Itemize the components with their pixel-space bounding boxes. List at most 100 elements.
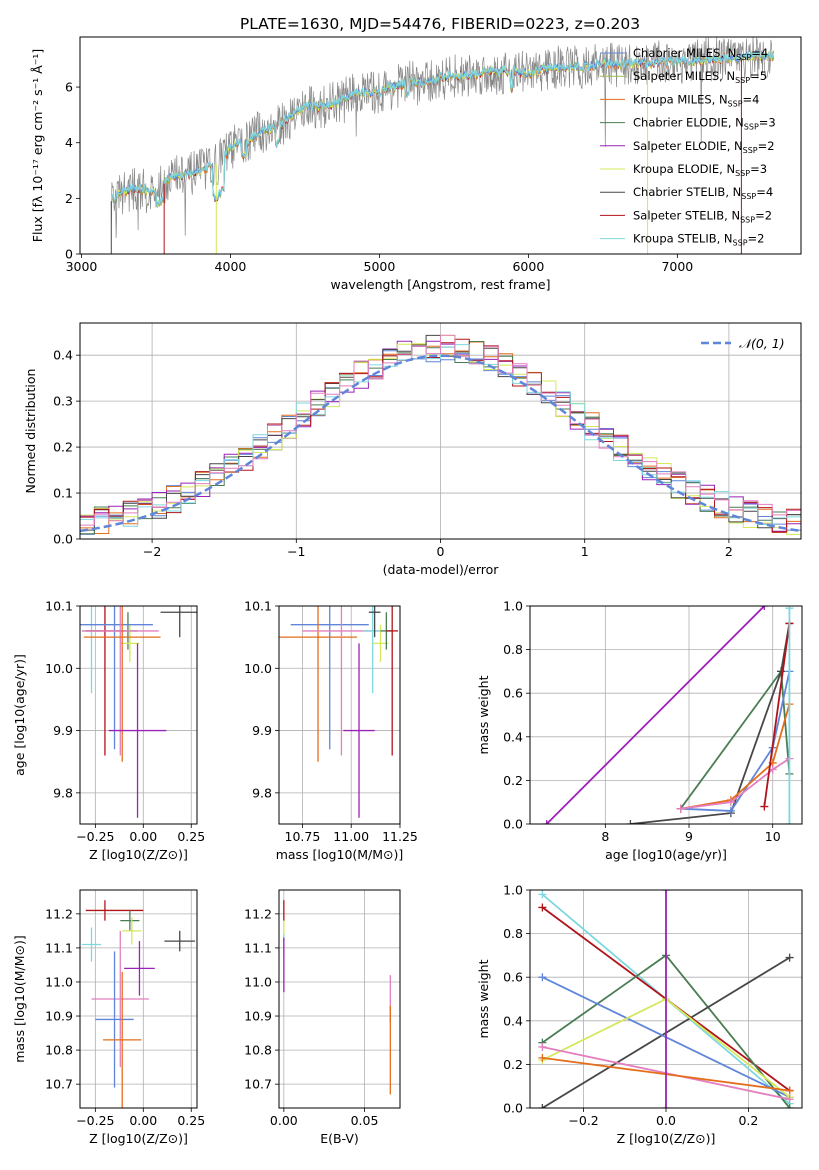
marker <box>760 606 769 610</box>
plot-area <box>279 606 399 818</box>
y-tick-label: 10.1 <box>244 599 272 614</box>
axes-frame <box>529 889 803 1109</box>
panel-spectrum: 3000 4000 5000 6000 7000 0 2 4 6 wavelength [Angs… <box>30 36 802 292</box>
marker <box>538 1104 547 1108</box>
x-axis-label: wavelength [Angstrom, rest frame] <box>330 277 550 292</box>
y-axis-label: age [log10(age/yr)] <box>12 654 27 776</box>
legend-entry: Kroupa MILES, NSSP=4 <box>633 92 759 108</box>
x-tick-label: 9 <box>685 829 693 844</box>
gridlines <box>80 605 197 824</box>
axes-frame <box>278 605 401 825</box>
y-tick-label: 0.8 <box>503 642 523 657</box>
y-tick-label: 0.0 <box>53 532 73 547</box>
x-tick-label: −2 <box>143 544 161 559</box>
y-tick-label: 11.0 <box>244 974 272 989</box>
legend-entry: Salpeter ELODIE, NSSP=2 <box>633 139 775 155</box>
plot-area <box>542 606 794 824</box>
axes-frame <box>529 605 803 825</box>
x-tick-label: −0.25 <box>76 829 114 844</box>
x-tick-label: −0.2 <box>568 1113 598 1128</box>
errorbars <box>283 900 391 1095</box>
normal-curve <box>80 354 801 533</box>
x-tick-label: −1 <box>287 544 305 559</box>
x-tick-label: 5000 <box>364 259 396 274</box>
errorbars <box>81 900 196 1108</box>
plot-area <box>80 334 801 535</box>
histograms <box>80 334 801 535</box>
y-tick-label: 0.0 <box>503 817 523 832</box>
y-tick-label: 11.2 <box>45 906 73 921</box>
legend: 𝒩(0, 1) <box>701 336 785 351</box>
point-pink <box>91 930 150 1068</box>
x-tick-label: 2 <box>725 544 733 559</box>
point-salpeter_elodie <box>124 941 155 996</box>
legend: Chabrier MILES, NSSP=4 Salpeter MILES, NS… <box>600 46 776 248</box>
gridlines <box>279 605 401 824</box>
marker <box>626 820 635 824</box>
x-tick-label: 0 <box>437 544 445 559</box>
legend-entry: Salpeter MILES, NSSP=5 <box>633 69 767 85</box>
y-tick-label: 0.6 <box>503 970 523 985</box>
ticks: −0.25 0.00 0.25 10.7 10.8 10.9 11.0 11.1 11.2 <box>45 906 205 1128</box>
model-kroupa_stelib <box>110 49 775 207</box>
point-kroupa_elodie <box>122 917 142 945</box>
x-tick-label: 8 <box>601 829 609 844</box>
x-tick-label: 1 <box>581 544 589 559</box>
x-axis-label: age [log10(age/yr)] <box>605 847 727 862</box>
panel-mass_weight_vs_z: −0.2 0.0 0.2 0.0 0.2 0.4 0.6 0.8 1.0 Z [log10(Z/Z… <box>476 883 803 1146</box>
point-salpeter_elodie <box>108 643 167 818</box>
y-tick-label: 9.8 <box>252 785 272 800</box>
panel-age_vs_mass: 10.75 11.00 11.25 9.8 9.9 10.0 10.1 mass [log10… <box>244 599 418 863</box>
x-tick-label: 4000 <box>215 259 247 274</box>
y-tick-label: 0 <box>65 247 73 262</box>
panels: 3000 4000 5000 6000 7000 0 2 4 6 wavelength [Angs… <box>12 36 803 1146</box>
x-tick-label: 10 <box>765 829 781 844</box>
y-tick-label: 0.1 <box>53 486 73 501</box>
y-tick-label: 1.0 <box>503 883 523 898</box>
x-axis-label: (data-model)/error <box>383 562 500 577</box>
point-kroupa_miles <box>83 606 161 762</box>
y-tick-label: 10.0 <box>244 661 272 676</box>
y-axis-label: mass weight <box>476 675 491 754</box>
y-axis-label: mass [log10(M/M⊙)] <box>12 935 27 1063</box>
gridlines <box>530 605 802 825</box>
ticks: 8 9 10 0.0 0.2 0.4 0.6 0.8 1.0 <box>503 599 781 845</box>
y-tick-label: 10.7 <box>244 1077 272 1092</box>
point-chabrier_stelib <box>164 930 196 952</box>
y-tick-label: 0.4 <box>53 348 73 363</box>
marker <box>785 1104 794 1108</box>
marker <box>538 1053 547 1062</box>
errorbars <box>279 606 399 818</box>
ticks: −0.2 0.0 0.2 0.0 0.2 0.4 0.6 0.8 1.0 <box>503 883 758 1129</box>
y-tick-label: 9.8 <box>53 785 73 800</box>
y-tick-label: 0.4 <box>503 1013 523 1028</box>
y-tick-label: 0.2 <box>53 440 73 455</box>
line-chabrier_miles <box>680 671 791 812</box>
axes-frame <box>79 889 198 1109</box>
x-tick-label: 10.75 <box>285 829 321 844</box>
axes-frame <box>278 889 401 1109</box>
marker <box>538 973 547 982</box>
marker <box>726 798 735 807</box>
legend-entry: Chabrier STELIB, NSSP=4 <box>633 185 773 201</box>
errorbars <box>80 606 197 818</box>
legend-entry: Kroupa STELIB, NSSP=2 <box>633 232 764 248</box>
point-chabrier_stelib <box>368 606 381 638</box>
y-tick-label: 11.1 <box>45 940 73 955</box>
marker <box>542 820 551 824</box>
legend-entry: Chabrier MILES, NSSP=4 <box>633 46 768 62</box>
axes-frame <box>79 322 802 540</box>
point-chabrier_miles <box>80 606 153 750</box>
y-tick-label: 11.2 <box>244 906 272 921</box>
x-tick-label: 0.05 <box>351 1113 379 1128</box>
ticks: 0.00 0.05 10.7 10.8 10.9 11.0 11.1 11.2 <box>244 906 378 1128</box>
ticks: 3000 4000 5000 6000 7000 0 2 4 6 <box>65 80 693 274</box>
spectrum-lines <box>110 37 775 254</box>
plot-area <box>80 606 197 818</box>
y-tick-label: 10.8 <box>45 1043 73 1058</box>
y-tick-label: 11.0 <box>45 974 73 989</box>
y-tick-label: 10.8 <box>244 1043 272 1058</box>
panel-age_vs_z: −0.25 0.00 0.25 9.8 9.9 10.0 10.1 Z [log10(Z/Z⊙… <box>12 599 205 863</box>
panel-residuals: −2 −1 0 1 2 0.0 0.1 0.2 0.3 0.4 (data-model)/error… <box>23 322 802 577</box>
